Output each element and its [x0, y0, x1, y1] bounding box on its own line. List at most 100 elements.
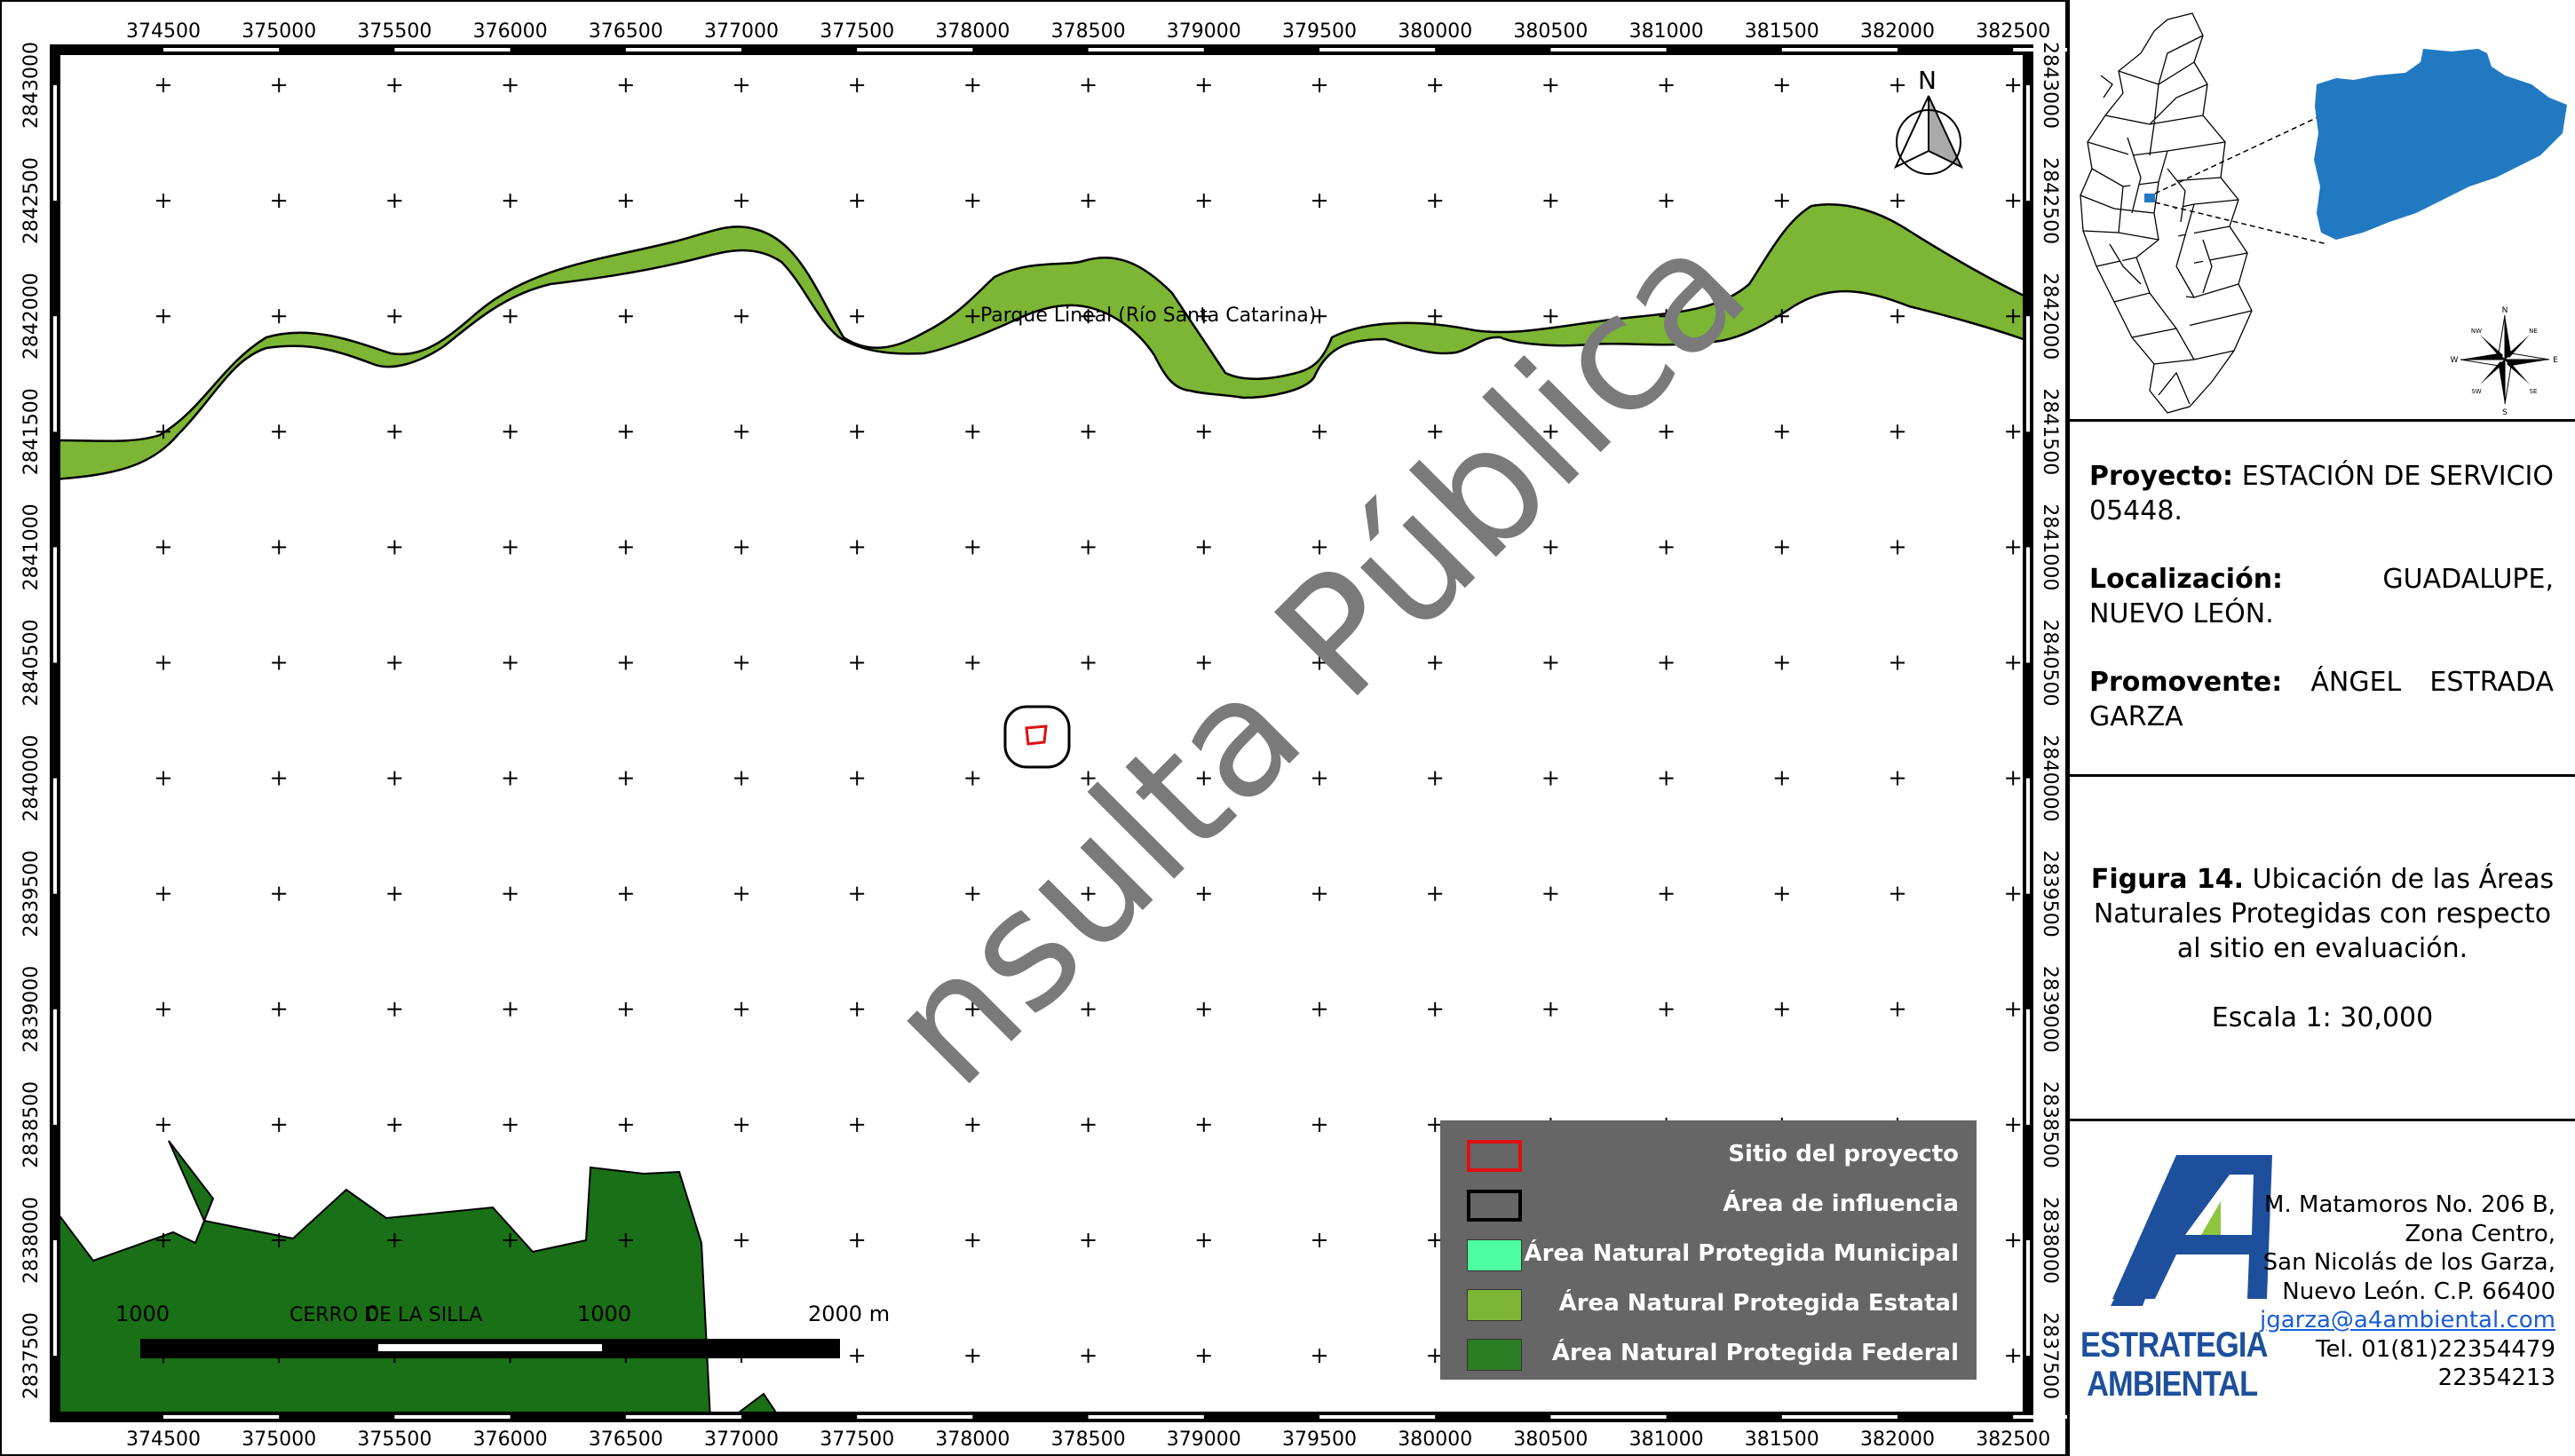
- scale-label-zero: 0: [366, 1302, 379, 1326]
- scale-label-right: 2000 m: [808, 1302, 890, 1326]
- north-label: N: [1918, 66, 1937, 95]
- legend-swatch-influence: [1467, 1190, 1522, 1222]
- figure-caption-text: Ubicación de las Áreas Naturales Protegi…: [2093, 864, 2555, 964]
- x-tick-label: 380000: [1398, 1428, 1472, 1451]
- company-info: ESTRATEGIA AMBIENTAL M. Matamoros No. 20…: [2070, 1121, 2575, 1456]
- y-tick-label: 2837500: [2039, 1312, 2061, 1399]
- company-logo-line2: AMBIENTAL: [2087, 1365, 2258, 1404]
- legend-item-influence: Área de influencia: [1440, 1179, 1977, 1229]
- address-line: M. Matamoros No. 206 B,: [2264, 1191, 2555, 1218]
- x-tick-label: 377500: [820, 1428, 894, 1451]
- x-tick-label: 381500: [1745, 1428, 1819, 1451]
- locator-leader-bottom: [2154, 202, 2328, 245]
- address-line: Nuevo León. C.P. 66400: [2282, 1278, 2555, 1305]
- y-tick-label: 2843000: [20, 42, 43, 129]
- municipalities-outline: [2080, 12, 2253, 414]
- project-location-label: Localización:: [2089, 564, 2284, 595]
- legend-swatch-federal: [1467, 1339, 1522, 1371]
- y-tick-label: 2839500: [20, 851, 43, 938]
- legend: Sitio del proyecto Área de influencia Ár…: [1440, 1120, 1977, 1380]
- y-tick-label: 2838000: [2039, 1197, 2061, 1284]
- y-tick-label: 2843000: [2039, 42, 2061, 129]
- x-tick-label: 376500: [589, 20, 663, 43]
- map-scale: Escala 1: 30,000: [2211, 1002, 2434, 1033]
- legend-label-federal: Área Natural Protegida Federal: [1551, 1340, 1959, 1366]
- compass-label-ne: NE: [2529, 328, 2538, 335]
- x-tick-label: 378000: [935, 20, 1010, 43]
- x-tick-label: 378000: [935, 1428, 1010, 1451]
- y-axis-right-labels: 2843000 2842500 2842000 2841500 2841000 28405…: [2039, 42, 2061, 1399]
- y-tick-label: 2838000: [20, 1197, 43, 1284]
- x-tick-label: 377000: [704, 1428, 779, 1451]
- river-label: Parque Lineal (Río Santa Catarina): [980, 305, 1316, 327]
- x-tick-label: 380000: [1398, 20, 1472, 43]
- x-tick-label: 382500: [1976, 20, 2050, 43]
- compass-label-s: S: [2502, 408, 2508, 417]
- x-tick-label: 377500: [820, 20, 894, 43]
- y-tick-label: 2839500: [2039, 851, 2061, 938]
- y-tick-label: 2839000: [20, 966, 43, 1053]
- x-tick-label: 381500: [1745, 20, 1819, 43]
- x-axis-top-labels: 374500 375000 375500 376000 376500 377000 3775…: [126, 20, 2050, 43]
- mountain-label: CERRO DE LA SILLA: [289, 1304, 482, 1326]
- y-tick-label: 2841000: [2039, 503, 2061, 590]
- company-logo-line1: ESTRATEGIA: [2080, 1325, 2268, 1365]
- legend-swatch-municipal: [1467, 1239, 1522, 1271]
- company-address: M. Matamoros No. 206 B, Zona Centro, San…: [2260, 1191, 2555, 1393]
- figure-title: Figura 14. Ubicación de las Áreas Natura…: [2088, 862, 2557, 966]
- x-tick-label: 376000: [473, 20, 548, 43]
- y-tick-label: 2840000: [2039, 735, 2061, 822]
- scale-bar: 1000 0 1000 2000 m: [115, 1302, 890, 1358]
- project-name-label: Proyecto:: [2089, 461, 2234, 492]
- locator-site-marker: [2144, 194, 2155, 202]
- compass-rose-icon: N S E W NE NW SE SW: [2451, 306, 2559, 417]
- compass-label-se: SE: [2530, 388, 2538, 395]
- compass-label-e: E: [2553, 356, 2558, 365]
- x-tick-label: 374500: [126, 1428, 201, 1451]
- scale-label-left: 1000: [115, 1302, 170, 1326]
- y-tick-label: 2842000: [20, 273, 43, 360]
- legend-label-influence: Área de influencia: [1723, 1191, 1959, 1217]
- x-tick-label: 381000: [1629, 1428, 1704, 1451]
- title-block: N S E W NE NW SE SW Proyecto: ESTACIÓN D…: [2067, 0, 2575, 1456]
- guadalupe-municipality: [2314, 49, 2567, 240]
- scale-label-mid: 1000: [577, 1302, 631, 1326]
- legend-item-estatal: Área Natural Protegida Estatal: [1440, 1278, 1977, 1328]
- x-tick-label: 375000: [242, 20, 316, 43]
- x-tick-label: 376500: [589, 1428, 663, 1451]
- y-tick-label: 2839000: [2039, 966, 2061, 1053]
- company-logo-text: ESTRATEGIA AMBIENTAL: [2080, 1325, 2268, 1404]
- address-line: Zona Centro,: [2405, 1220, 2555, 1247]
- x-tick-label: 377000: [704, 20, 779, 43]
- x-tick-label: 380500: [1513, 1428, 1588, 1451]
- legend-item-municipal: Área Natural Protegida Municipal: [1440, 1229, 1977, 1278]
- figure-caption: Figura 14. Ubicación de las Áreas Natura…: [2070, 777, 2575, 1121]
- y-tick-label: 2842500: [20, 157, 43, 244]
- y-tick-label: 2840500: [2039, 620, 2061, 707]
- x-tick-label: 379500: [1282, 1428, 1357, 1451]
- y-tick-label: 2838500: [2039, 1081, 2061, 1168]
- project-info: Proyecto: ESTACIÓN DE SERVICIO 05448. Lo…: [2070, 422, 2575, 777]
- influence-area[interactable]: [1003, 705, 1071, 769]
- project-promoter-label: Promovente:: [2089, 667, 2283, 698]
- compass-label-sw: SW: [2471, 388, 2481, 395]
- locator-map-graphic: N S E W NE NW SE SW: [2080, 12, 2567, 417]
- project-site[interactable]: [1025, 724, 1048, 746]
- x-tick-label: 379000: [1167, 20, 1241, 43]
- y-tick-label: 2842000: [2039, 273, 2061, 360]
- locator-map: N S E W NE NW SE SW: [2070, 0, 2575, 422]
- x-tick-label: 379000: [1167, 1428, 1241, 1451]
- legend-label-site: Sitio del proyecto: [1728, 1141, 1959, 1167]
- x-tick-label: 380500: [1513, 20, 1588, 43]
- company-email-link[interactable]: jgarza@a4ambiental.com: [2259, 1307, 2555, 1333]
- x-tick-label: 381000: [1629, 20, 1704, 43]
- x-tick-label: 378500: [1051, 20, 1126, 43]
- compass-label-nw: NW: [2471, 328, 2482, 335]
- x-tick-label: 375500: [357, 1428, 432, 1451]
- x-tick-label: 375000: [242, 1428, 316, 1451]
- x-tick-label: 382500: [1976, 1428, 2050, 1451]
- x-tick-label: 379500: [1282, 20, 1357, 43]
- compass-label-w: W: [2451, 356, 2459, 365]
- river-protected-area[interactable]: [53, 203, 2033, 480]
- figure-number: Figura 14.: [2090, 864, 2245, 895]
